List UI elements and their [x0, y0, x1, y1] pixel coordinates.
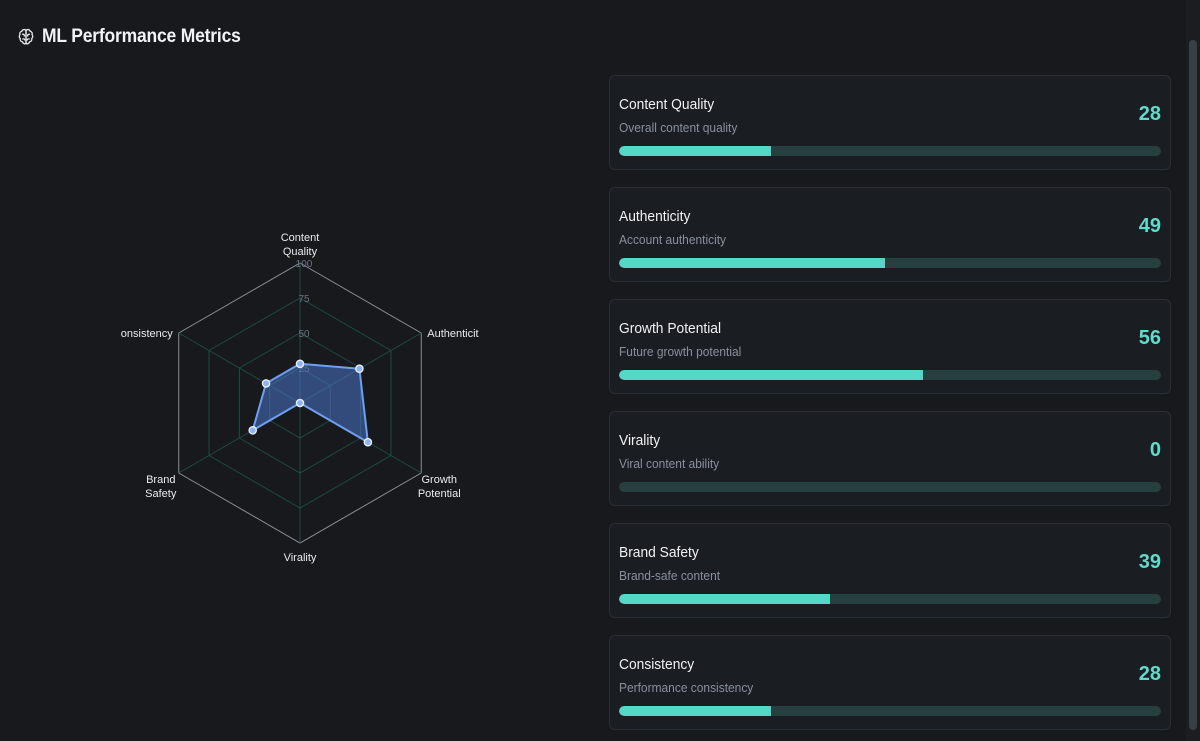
- radar-axis-label: Authenticit: [427, 328, 478, 340]
- metric-card-virality: Virality Viral content ability 0: [609, 411, 1171, 506]
- metric-description: Performance consistency: [619, 680, 754, 695]
- radar-tick-label: 50: [298, 329, 310, 340]
- metric-value: 49: [1138, 215, 1161, 237]
- radar-axis-label-line: Brand: [146, 474, 175, 486]
- scrollbar-thumb[interactable]: [1189, 40, 1197, 730]
- radar-axis-label-line: Safety: [145, 488, 177, 500]
- metric-description: Future growth potential: [619, 344, 742, 359]
- metric-value: 28: [1138, 103, 1161, 125]
- metric-progress-fill: [619, 146, 771, 156]
- metric-value: 39: [1138, 551, 1161, 573]
- metric-progress-track: [619, 482, 1161, 492]
- radar-axis-label: Content Quality: [281, 232, 320, 258]
- radar-axis-label-line: Content: [281, 232, 320, 244]
- metric-card-growth-potential: Growth Potential Future growth potential…: [609, 299, 1171, 394]
- radar-svg: 255075100 ContentQualityAuthenticitGrowt…: [121, 232, 479, 564]
- radar-axis-labels: Content Quality Authenticit Growth Potential…: [121, 232, 479, 564]
- radar-data-point: [248, 425, 258, 435]
- radar-series: [248, 359, 373, 447]
- metric-value: 56: [1138, 327, 1161, 349]
- metric-progress-fill: [619, 370, 923, 380]
- radar-axis-label-line: Growth: [422, 474, 457, 486]
- metric-name: Authenticity: [619, 208, 691, 225]
- metric-value: 28: [1138, 663, 1161, 685]
- metric-name: Growth Potential: [619, 320, 722, 337]
- metric-name: Consistency: [619, 656, 695, 673]
- metrics-list: Content Quality Overall content quality …: [609, 75, 1173, 741]
- metric-progress-track: [619, 594, 1161, 604]
- header: ML Performance Metrics: [18, 26, 258, 48]
- metric-value: 0: [1149, 439, 1161, 461]
- metric-progress-track: [619, 146, 1161, 156]
- metric-name: Brand Safety: [619, 544, 699, 561]
- radar-axis-label-line: Virality: [284, 552, 317, 564]
- radar-data-point: [261, 379, 271, 388]
- metric-progress-fill: [619, 258, 885, 268]
- radar-series-area: [251, 362, 369, 444]
- radar-axis-label-line: Quality: [283, 246, 318, 258]
- metric-card-consistency: Consistency Performance consistency 28: [609, 635, 1171, 730]
- radar-data-point: [295, 359, 305, 369]
- metric-card-brand-safety: Brand Safety Brand-safe content 39: [609, 523, 1171, 618]
- radar-data-point: [363, 437, 373, 447]
- metric-progress-track: [619, 258, 1161, 268]
- page-title: ML Performance Metrics: [42, 26, 241, 47]
- metric-description: Account authenticity: [619, 232, 727, 247]
- radar-axis-label-line: Authenticit: [427, 328, 478, 340]
- metric-card-authenticity: Authenticity Account authenticity 49: [609, 187, 1171, 282]
- metric-description: Overall content quality: [619, 120, 738, 135]
- metric-card-content-quality: Content Quality Overall content quality …: [609, 75, 1171, 170]
- radar-axis-label: Virality: [284, 552, 317, 564]
- metric-name: Virality: [619, 432, 661, 449]
- metric-progress-track: [619, 706, 1161, 716]
- radar-tick-label: 100: [296, 259, 313, 270]
- radar-chart: 255075100 ContentQualityAuthenticitGrowt…: [121, 232, 479, 564]
- metric-name: Content Quality: [619, 96, 715, 113]
- radar-axis-label-line: Potential: [418, 488, 461, 500]
- radar-data-point: [355, 364, 364, 373]
- radar-data-point: [295, 398, 305, 408]
- metric-description: Brand-safe content: [619, 568, 721, 583]
- metric-description: Viral content ability: [619, 456, 720, 471]
- radar-axis-label: Growth Potential: [418, 474, 461, 500]
- radar-tick-label: 75: [298, 294, 310, 305]
- metric-progress-fill: [619, 706, 771, 716]
- radar-axis-label: Brand Safety: [145, 474, 177, 500]
- metric-progress-fill: [619, 594, 831, 604]
- radar-axis-label-line: onsistency: [121, 328, 173, 340]
- radar-axis-label: onsistency: [121, 328, 173, 340]
- metric-progress-track: [619, 370, 1161, 380]
- brain-icon: [18, 28, 34, 46]
- radar-ticks: 255075100: [296, 259, 313, 375]
- page-scrollbar[interactable]: [1186, 0, 1200, 741]
